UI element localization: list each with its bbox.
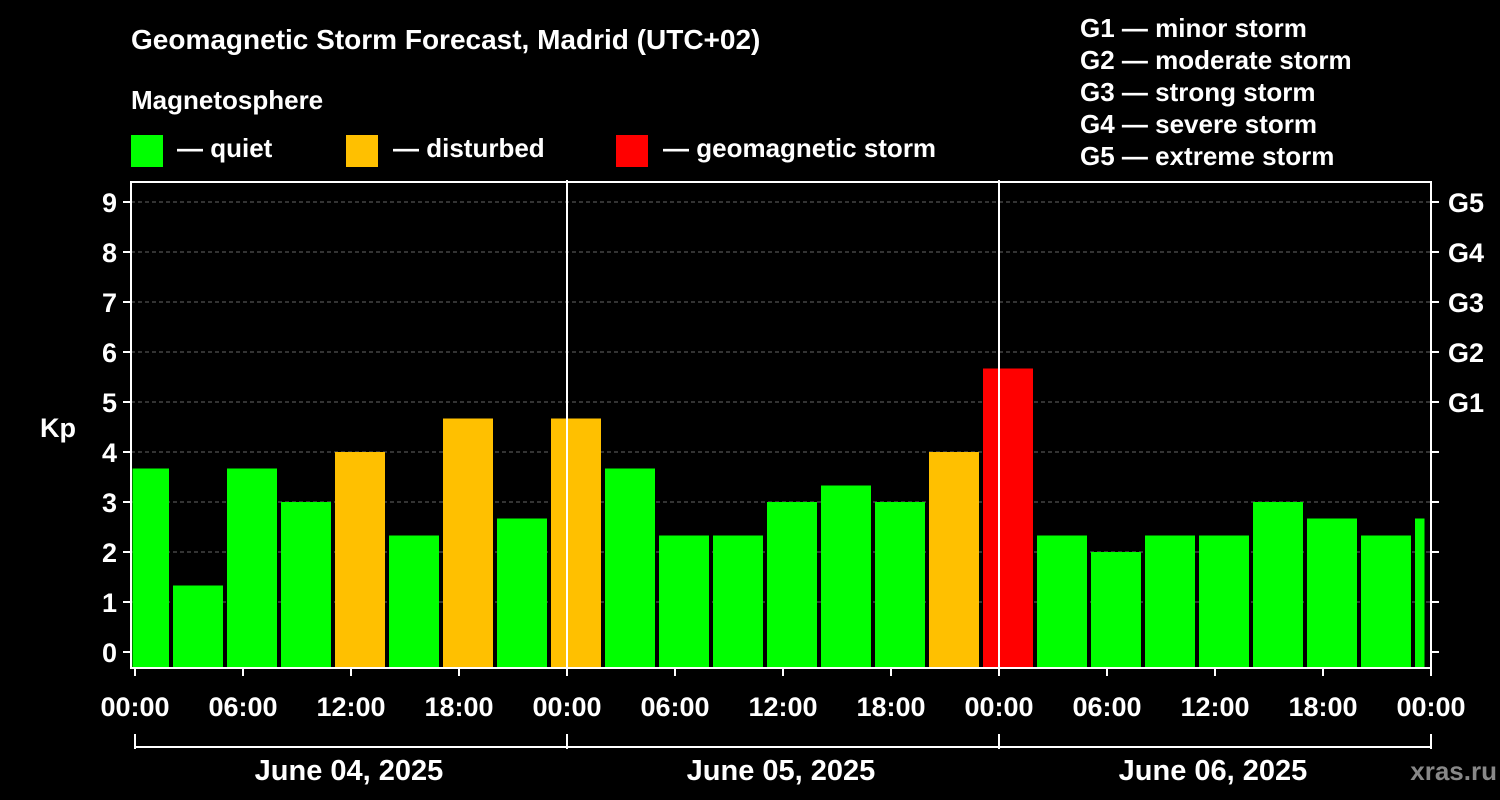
kp-bar-15 <box>929 452 979 668</box>
x-tick-label-0: 00:00 <box>100 692 169 722</box>
date-label-1: June 04, 2025 <box>255 755 444 787</box>
g-scale-g4: G4 — severe storm <box>1080 109 1317 139</box>
kp-bar-10 <box>659 535 709 668</box>
g-tick-label-G2: G2 <box>1448 338 1484 368</box>
date-label-2: June 05, 2025 <box>687 755 876 787</box>
legend-swatch-disturbed <box>346 135 378 167</box>
kp-bar-7 <box>497 518 547 668</box>
x-tick-label-7: 18:00 <box>856 692 925 722</box>
x-tick-label-2: 12:00 <box>316 692 385 722</box>
legend-label-quiet: — quiet <box>177 133 273 163</box>
y-tick-label-3: 3 <box>102 488 117 518</box>
kp-bar-14 <box>875 502 925 668</box>
x-tick-label-10: 12:00 <box>1180 692 1249 722</box>
kp-bar-1 <box>173 585 223 668</box>
y-tick-label-0: 0 <box>102 638 117 668</box>
kp-bar-18 <box>1091 552 1141 668</box>
legend-heading: Magnetosphere <box>131 85 323 115</box>
kp-bar-5 <box>389 535 439 668</box>
legend-label-storm: — geomagnetic storm <box>663 133 936 163</box>
g-tick-label-G4: G4 <box>1448 238 1484 268</box>
kp-bar-8 <box>551 418 601 668</box>
y-tick-label-1: 1 <box>102 588 117 618</box>
x-tick-label-11: 18:00 <box>1288 692 1357 722</box>
kp-bar-17 <box>1037 535 1087 668</box>
y-tick-label-4: 4 <box>102 438 117 468</box>
g-scale-g1: G1 — minor storm <box>1080 13 1307 43</box>
x-tick-label-5: 06:00 <box>640 692 709 722</box>
bars <box>132 368 1425 668</box>
g-tick-label-G3: G3 <box>1448 288 1484 318</box>
y-tick-label-5: 5 <box>102 388 117 418</box>
x-tick-label-1: 06:00 <box>208 692 277 722</box>
g-scale-g3: G3 — strong storm <box>1080 77 1315 107</box>
kp-bar-4 <box>335 452 385 668</box>
kp-bar-23 <box>1361 535 1411 668</box>
legend-label-disturbed: — disturbed <box>393 133 545 163</box>
date-label-3: June 06, 2025 <box>1119 755 1308 787</box>
plot-frame <box>130 181 1432 669</box>
kp-bar-0 <box>132 468 169 668</box>
y-tick-label-8: 8 <box>102 238 117 268</box>
kp-bar-11 <box>713 535 763 668</box>
x-tick-label-9: 06:00 <box>1072 692 1141 722</box>
g-scale-g5: G5 — extreme storm <box>1080 141 1334 171</box>
x-tick-label-8: 00:00 <box>964 692 1033 722</box>
axes: 0 1 2 3 4 5 6 7 8 9 G1 G2 G3 G4 G5 00:00 06:00 12:00 18:00… <box>100 180 1484 749</box>
kp-bar-9 <box>605 468 655 668</box>
kp-bar-20 <box>1199 535 1249 668</box>
y-tick-label-2: 2 <box>102 538 117 568</box>
x-tick-label-3: 18:00 <box>424 692 493 722</box>
kp-bar-24 <box>1415 518 1425 668</box>
chart-title: Geomagnetic Storm Forecast, Madrid (UTC+… <box>131 24 760 55</box>
kp-bar-6 <box>443 418 493 668</box>
y-tick-label-6: 6 <box>102 338 117 368</box>
legend-swatch-quiet <box>131 135 163 167</box>
kp-bar-21 <box>1253 502 1303 668</box>
kp-bar-12 <box>767 502 817 668</box>
kp-bar-3 <box>281 502 331 668</box>
g-tick-label-G1: G1 <box>1448 388 1484 418</box>
x-tick-label-4: 00:00 <box>532 692 601 722</box>
x-tick-label-12: 00:00 <box>1396 692 1465 722</box>
kp-bar-19 <box>1145 535 1195 668</box>
y-tick-label-7: 7 <box>102 288 117 318</box>
y-axis-label: Kp <box>40 413 76 443</box>
kp-bar-2 <box>227 468 277 668</box>
x-tick-label-6: 12:00 <box>748 692 817 722</box>
kp-bar-13 <box>821 485 871 668</box>
g-scale-g2: G2 — moderate storm <box>1080 45 1352 75</box>
legend-swatch-storm <box>616 135 648 167</box>
y-tick-label-9: 9 <box>102 188 117 218</box>
kp-bar-16 <box>983 368 1033 668</box>
watermark: xras.ru <box>1410 756 1497 786</box>
g-tick-label-G5: G5 <box>1448 188 1484 218</box>
kp-bar-22 <box>1307 518 1357 668</box>
